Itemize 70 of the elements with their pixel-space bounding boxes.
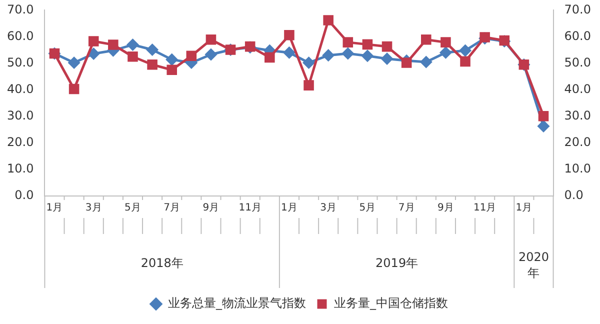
y2-tick-label: 0.0 bbox=[564, 188, 584, 202]
legend-label: 业务量_中国仓储指数 bbox=[334, 296, 448, 310]
x-tick-label: 11月 bbox=[473, 202, 496, 214]
y-tick-label: 30.0 bbox=[7, 108, 34, 122]
point bbox=[440, 46, 452, 58]
point bbox=[460, 44, 472, 56]
text: 2020年 bbox=[518, 250, 549, 280]
point bbox=[128, 52, 138, 62]
y-tick-label: 60.0 bbox=[7, 28, 34, 43]
point bbox=[283, 46, 295, 58]
point bbox=[68, 84, 80, 94]
point bbox=[284, 30, 294, 40]
x-tick-label: 1月 bbox=[46, 202, 63, 214]
x-tick-label: 1月 bbox=[516, 202, 532, 214]
x-tick-label: 1月 bbox=[281, 202, 298, 214]
y2-tick-label: 10.0 bbox=[564, 162, 591, 176]
point bbox=[538, 120, 550, 132]
point bbox=[362, 39, 373, 50]
point bbox=[264, 52, 275, 63]
x-tick-label: 5月 bbox=[359, 202, 376, 214]
point bbox=[166, 54, 178, 66]
y-tick-label: 0.0 bbox=[14, 188, 34, 202]
point bbox=[108, 40, 118, 50]
point bbox=[538, 110, 549, 122]
point bbox=[342, 48, 354, 60]
point bbox=[146, 44, 158, 56]
point bbox=[166, 64, 177, 76]
y-tick-label: 70.0 bbox=[7, 2, 34, 16]
y2-tick-label: 60.0 bbox=[564, 28, 591, 43]
point bbox=[401, 58, 412, 68]
y-tick-label: 20.0 bbox=[7, 135, 34, 150]
y-tick-label: 10.0 bbox=[7, 162, 34, 176]
y2-tick-label: 40.0 bbox=[564, 82, 591, 96]
x-tick-label: 9月 bbox=[438, 202, 454, 214]
point bbox=[126, 38, 138, 50]
point bbox=[362, 50, 374, 62]
x-tick-label: 7月 bbox=[164, 202, 180, 214]
point bbox=[440, 37, 451, 48]
point bbox=[480, 32, 490, 42]
legend-label: 业务总量_物流业景气指数 bbox=[168, 296, 306, 310]
point bbox=[304, 80, 314, 90]
point bbox=[147, 59, 158, 70]
point bbox=[186, 50, 197, 61]
x-tick-label: 7月 bbox=[398, 202, 415, 214]
point bbox=[206, 34, 216, 45]
x-tick-label: 3月 bbox=[320, 202, 337, 214]
point bbox=[322, 50, 334, 62]
point bbox=[303, 57, 315, 69]
point bbox=[460, 56, 470, 67]
point bbox=[88, 36, 99, 46]
x-tick-label: 3月 bbox=[85, 202, 102, 214]
point bbox=[420, 56, 432, 68]
y2-tick-label: 30.0 bbox=[564, 108, 591, 122]
y2-tick-label: 20.0 bbox=[564, 135, 591, 150]
point bbox=[381, 53, 393, 65]
y-tick-label: 50.0 bbox=[7, 55, 34, 70]
text: 2018年 bbox=[140, 256, 184, 270]
x-tick-label: 5月 bbox=[124, 202, 141, 214]
point bbox=[382, 41, 392, 52]
x-tick-label: 9月 bbox=[202, 202, 220, 214]
point bbox=[205, 48, 217, 60]
point bbox=[323, 15, 334, 26]
y2-tick-label: 70.0 bbox=[564, 2, 591, 16]
x-tick-label: 11月 bbox=[238, 202, 262, 214]
point bbox=[421, 34, 432, 45]
y2-tick-label: 50.0 bbox=[564, 55, 591, 70]
text: 2019年 bbox=[376, 256, 418, 270]
point bbox=[68, 57, 80, 69]
y-tick-label: 40.0 bbox=[7, 82, 34, 96]
point bbox=[342, 37, 354, 48]
